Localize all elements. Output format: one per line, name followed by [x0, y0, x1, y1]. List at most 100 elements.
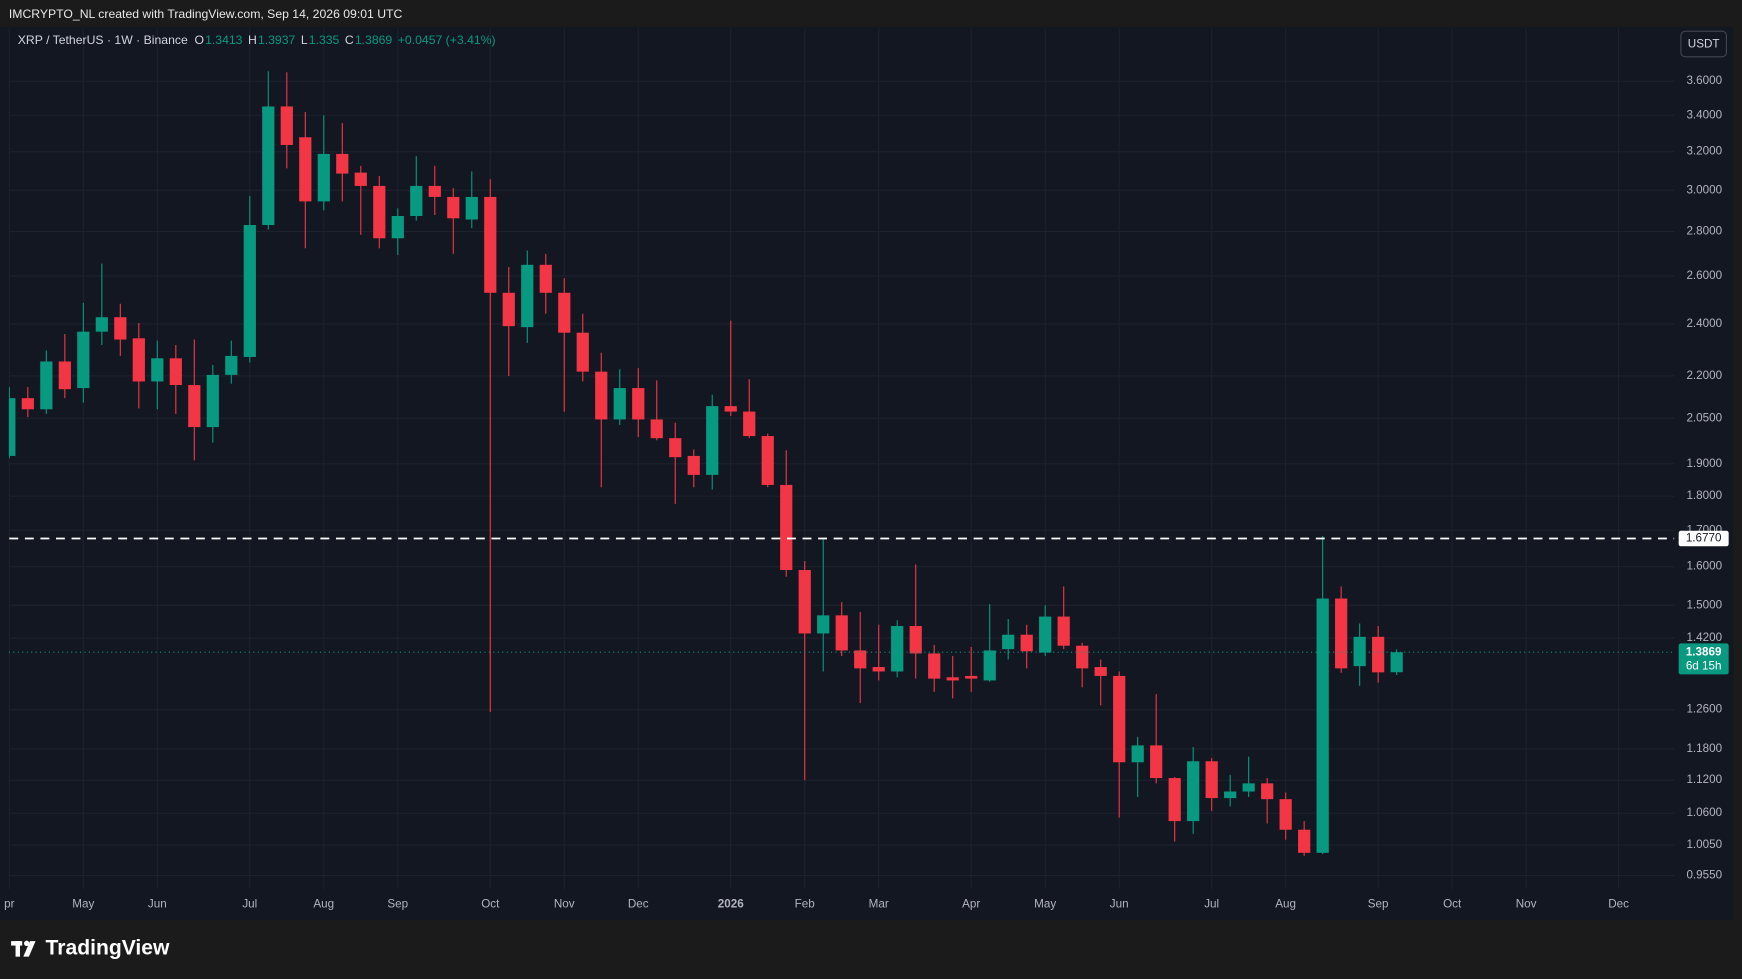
candle-body: [1113, 675, 1126, 763]
ohlc-letter: L: [301, 33, 308, 47]
x-tick-label: Sep: [387, 898, 408, 911]
candle-body: [632, 388, 645, 420]
plot-area: [8, 71, 1675, 856]
candle-body: [1261, 783, 1274, 800]
x-tick-label: Aug: [313, 898, 334, 911]
y-tick-label: 1.4200: [1686, 631, 1722, 644]
x-tick-label: Dec: [1608, 898, 1629, 911]
y-tick-label: 1.2600: [1686, 703, 1722, 716]
candle-body: [854, 650, 867, 669]
y-tick-label: 3.6000: [1686, 74, 1722, 87]
candle-body: [280, 106, 293, 145]
chart-panel: [0, 26, 1734, 921]
y-tick-label: 1.1200: [1686, 773, 1722, 786]
brand-name: TradingView: [46, 936, 170, 959]
ohlc-letter: H: [248, 33, 257, 47]
candle-body: [1057, 616, 1070, 646]
candle-body: [391, 215, 404, 239]
legend: XRP / TetherUS · 1W · Binance O1.3413 H1.3…: [18, 33, 496, 47]
candle-body: [669, 438, 682, 458]
logo-shape: [23, 940, 30, 946]
candle-body: [132, 338, 145, 382]
candle-body: [299, 137, 312, 202]
candle-body: [872, 667, 885, 672]
candle-body: [595, 371, 608, 420]
candle-body: [502, 292, 515, 327]
y-tick-label: 2.0500: [1686, 411, 1722, 424]
candle-body: [447, 196, 460, 219]
ohlc-value: 1.3937: [258, 33, 296, 47]
level-label: 1.6770: [1686, 532, 1722, 545]
candle-body: [761, 436, 774, 485]
candle-body: [650, 419, 663, 439]
brand-logo: [11, 940, 36, 957]
candle-body: [928, 653, 941, 679]
candle-body: [835, 615, 848, 651]
ohlc-value: 1.335: [309, 33, 340, 47]
candle-body: [465, 196, 478, 220]
x-tick-label: Nov: [554, 898, 575, 911]
candle-body: [1242, 783, 1255, 792]
x-tick-label: Nov: [1516, 898, 1537, 911]
candle-body: [1094, 667, 1107, 676]
y-tick-label: 2.8000: [1686, 225, 1722, 238]
candle-body: [114, 317, 127, 340]
candle-body: [576, 332, 589, 372]
candle-body: [21, 398, 34, 410]
level-label-box: [1678, 530, 1729, 547]
candle-body: [151, 358, 164, 382]
x-tick-label: May: [72, 898, 94, 911]
x-tick-label: 2026: [718, 898, 744, 911]
currency-button[interactable]: [1680, 30, 1728, 58]
candle-body: [169, 358, 182, 386]
x-tick-label: Mar: [869, 898, 889, 911]
candle-body: [613, 388, 626, 420]
change-label: +0.0457 (+3.41%): [398, 33, 496, 47]
y-tick-label: 1.0050: [1686, 838, 1722, 851]
candle-body: [798, 570, 811, 634]
candle-body: [1020, 634, 1033, 652]
currency-label[interactable]: USDT: [1688, 38, 1720, 51]
candle-body: [946, 677, 959, 681]
candle-body: [1335, 598, 1348, 669]
candle-body: [40, 361, 53, 410]
ohlc-letter: C: [345, 33, 354, 47]
candle-body: [539, 264, 552, 293]
candle-body: [317, 153, 330, 202]
y-tick-label: 2.6000: [1686, 269, 1722, 282]
x-tick-label: pr: [4, 898, 14, 911]
candle-body: [724, 406, 737, 412]
candle-body: [354, 172, 367, 186]
x-tick-label: Jul: [1204, 898, 1219, 911]
x-tick-label: Feb: [795, 898, 815, 911]
candle-body: [1372, 636, 1385, 673]
ohlc-letter: O: [194, 33, 204, 47]
x-tick-label: Aug: [1275, 898, 1296, 911]
y-tick-label: 3.0000: [1686, 183, 1722, 196]
candle-body: [225, 355, 238, 375]
candle-body: [558, 292, 571, 333]
y-tick-label: 1.1800: [1686, 742, 1722, 755]
candle-body: [1039, 616, 1052, 653]
candle-body: [521, 264, 534, 328]
ohlc-value: 1.3413: [205, 33, 243, 47]
candle-body: [1279, 799, 1292, 830]
candle-body: [891, 625, 904, 672]
candle-body: [1002, 634, 1015, 650]
candle-body: [983, 650, 996, 681]
y-tick-label: 1.5000: [1686, 598, 1722, 611]
candle-body: [484, 196, 497, 293]
y-tick-label: 0.9550: [1686, 869, 1722, 882]
countdown-label: 6d 15h: [1686, 660, 1722, 673]
x-tick-label: May: [1034, 898, 1056, 911]
candle-body: [77, 331, 90, 389]
candle-body: [1076, 645, 1089, 669]
logo-shape: [23, 941, 36, 957]
x-tick-label: Jun: [1110, 898, 1129, 911]
candle-body: [1187, 761, 1200, 822]
candle-body: [95, 317, 108, 332]
header-text: IMCRYPTO_NL created with TradingView.com…: [9, 7, 403, 21]
ohlc-value: 1.3869: [355, 33, 393, 47]
candle-body: [1298, 829, 1311, 853]
